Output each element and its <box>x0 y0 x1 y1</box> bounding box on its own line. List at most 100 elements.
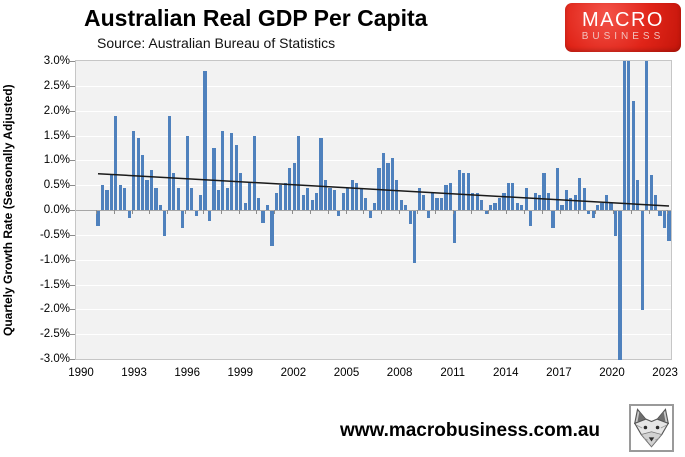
year-tick <box>167 210 169 214</box>
y-tick-label: -1.5% <box>39 278 70 291</box>
year-tick <box>274 210 276 214</box>
bar-2013Q1 <box>488 205 493 210</box>
bar-1996Q2 <box>190 187 194 210</box>
year-tick <box>363 210 365 214</box>
bar-2013Q4 <box>502 192 506 210</box>
year-tick <box>131 210 133 214</box>
bar-1993Q3 <box>141 155 145 210</box>
bar-1991Q4 <box>109 175 113 210</box>
bar-2009Q1 <box>417 187 421 210</box>
bar-1999Q2 <box>243 202 247 210</box>
gridline <box>76 334 671 336</box>
macrobusiness-logo: MACRO BUSINESS <box>565 3 681 52</box>
bar-2011Q1 <box>453 211 457 244</box>
bar-2016Q3 <box>551 211 555 229</box>
bar-2014Q4 <box>520 205 524 210</box>
bar-1997Q1 <box>203 70 207 210</box>
bar-1999Q1 <box>239 172 243 211</box>
bar-2001Q1 <box>274 192 279 210</box>
y-tick-label: -1.0% <box>39 253 70 266</box>
bar-1996Q3 <box>194 211 198 216</box>
bar-2012Q3 <box>480 200 484 210</box>
bar-2015Q2 <box>529 211 533 226</box>
year-tick <box>399 210 401 214</box>
y-tick-label: 2.5% <box>43 79 70 92</box>
gridline <box>76 309 671 311</box>
footer-url: www.macrobusiness.com.au <box>339 420 601 441</box>
bar-2007Q4 <box>395 180 399 210</box>
year-tick <box>559 210 561 214</box>
bar-2020Q1 <box>613 211 618 236</box>
bar-2021Q2 <box>636 180 640 210</box>
y-tick-mark <box>70 309 75 311</box>
gridline <box>76 85 671 87</box>
bar-2009Q3 <box>426 211 430 218</box>
bar-2012Q4 <box>484 211 488 214</box>
bar-1999Q4 <box>252 135 256 210</box>
bar-2018Q4 <box>591 211 595 219</box>
bar-1995Q3 <box>176 187 180 210</box>
year-tick <box>113 210 115 214</box>
fox-head-icon <box>633 408 670 448</box>
year-tick <box>595 210 597 214</box>
bar-2014Q3 <box>515 202 519 210</box>
bar-2002Q4 <box>306 187 310 210</box>
bar-1993Q1 <box>132 130 136 210</box>
bar-2004Q4 <box>341 192 345 210</box>
bar-2001Q2 <box>279 185 283 210</box>
bar-2021Q3 <box>640 211 644 311</box>
logo-text-business: BUSINESS <box>581 31 665 42</box>
x-tick-label: 2005 <box>333 367 360 379</box>
bar-2000Q3 <box>265 205 270 210</box>
y-tick-mark <box>70 210 75 211</box>
gridline <box>76 135 671 137</box>
trend-line <box>97 172 670 207</box>
year-tick <box>95 210 97 214</box>
bar-2011Q3 <box>462 172 466 211</box>
bar-2004Q2 <box>332 190 337 210</box>
year-tick <box>256 210 258 214</box>
bar-2007Q3 <box>390 157 394 210</box>
year-tick <box>452 210 454 214</box>
y-tick-mark <box>70 185 75 187</box>
y-tick-label: 3.0% <box>43 55 70 67</box>
bar-1997Q2 <box>207 211 212 221</box>
bar-2005Q2 <box>350 180 354 210</box>
bar-2017Q4 <box>573 195 577 210</box>
bar-2007Q1 <box>381 152 386 210</box>
bar-2012Q2 <box>475 192 479 210</box>
bar-1998Q3 <box>230 133 234 210</box>
bar-2003Q2 <box>314 192 319 210</box>
bar-1998Q4 <box>234 145 238 210</box>
year-tick <box>488 210 490 214</box>
bar-1997Q3 <box>212 147 216 210</box>
bar-2021Q4 <box>645 61 649 210</box>
year-tick <box>292 210 294 214</box>
bar-2020Q2 <box>618 211 622 360</box>
bar-2001Q3 <box>283 182 287 210</box>
bar-2019Q4 <box>609 202 613 210</box>
gridline <box>76 259 671 261</box>
year-tick <box>185 210 186 214</box>
bar-2016Q4 <box>555 167 560 210</box>
bar-2000Q4 <box>270 211 274 246</box>
year-tick <box>577 210 579 214</box>
year-tick <box>238 210 240 214</box>
bar-2002Q1 <box>292 162 296 210</box>
bar-2020Q3 <box>622 61 626 210</box>
y-tick-mark <box>70 284 75 286</box>
y-tick-label: -0.5% <box>39 228 70 241</box>
bar-1999Q3 <box>248 182 252 210</box>
bar-2003Q4 <box>323 180 328 210</box>
bar-2023Q1 <box>667 211 671 241</box>
gridline <box>76 234 671 236</box>
bar-2013Q2 <box>493 202 497 210</box>
bar-2004Q3 <box>337 211 341 216</box>
bar-2009Q4 <box>430 191 435 210</box>
y-tick-label: 0.0% <box>43 204 70 216</box>
bar-2010Q1 <box>435 197 439 210</box>
bar-1994Q4 <box>163 211 167 236</box>
bar-2016Q2 <box>546 192 551 210</box>
y-tick-mark <box>70 110 75 112</box>
x-tick-label: 2008 <box>386 367 413 379</box>
